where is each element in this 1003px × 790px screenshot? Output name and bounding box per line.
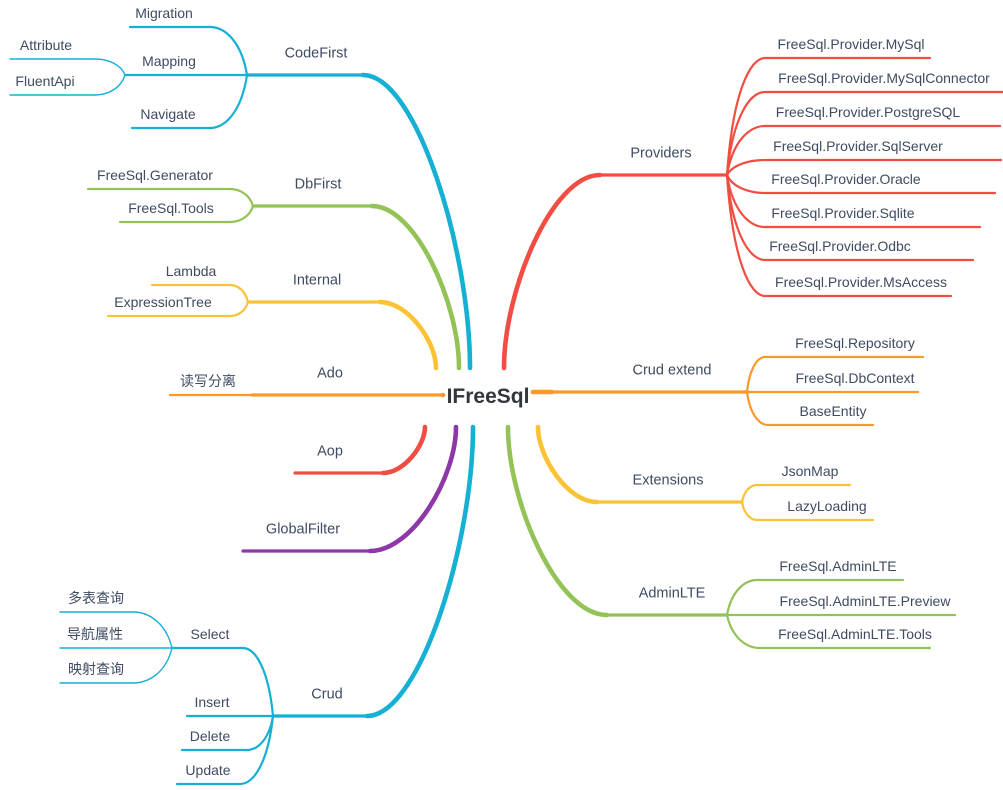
mindmap-node[interactable]: FreeSql.AdminLTE.Tools bbox=[778, 625, 932, 642]
mindmap-node[interactable]: Internal bbox=[292, 272, 342, 289]
branch-line bbox=[241, 646, 275, 718]
mindmap-node[interactable]: Providers bbox=[630, 145, 692, 162]
mindmap-node[interactable]: Ado bbox=[317, 365, 343, 382]
mindmap-node[interactable]: DbFirst bbox=[294, 176, 342, 193]
mindmap-node[interactable]: FreeSql.Provider.SqlServer bbox=[773, 137, 943, 154]
branch-line bbox=[725, 90, 767, 177]
branch-line bbox=[725, 173, 767, 195]
branch-line bbox=[745, 390, 770, 427]
mindmap-node[interactable]: FreeSql.Provider.MsAccess bbox=[775, 273, 947, 290]
branch-line bbox=[380, 424, 428, 476]
branch-line bbox=[725, 578, 759, 617]
branch-line bbox=[377, 299, 439, 371]
mindmap-node[interactable]: AdminLTE bbox=[638, 585, 706, 602]
branch-line bbox=[725, 158, 767, 177]
branch-line bbox=[94, 58, 126, 76]
branch-line bbox=[208, 73, 249, 130]
mindmap-node[interactable]: 导航属性 bbox=[67, 625, 123, 642]
mindmap-node[interactable]: FreeSql.DbContext bbox=[795, 369, 915, 386]
branch-line bbox=[535, 424, 600, 505]
mindmap-node[interactable]: FreeSql.Provider.PostgreSQL bbox=[775, 103, 961, 120]
branch-line bbox=[360, 72, 473, 371]
mindmap-node[interactable]: Attribute bbox=[19, 36, 73, 53]
mindmap-node[interactable]: LazyLoading bbox=[787, 497, 867, 514]
mindmap-node[interactable]: Insert bbox=[194, 693, 230, 710]
branch-line bbox=[228, 204, 255, 224]
mindmap-node[interactable]: Select bbox=[190, 625, 230, 642]
branch-line bbox=[725, 613, 762, 650]
mindmap-node[interactable]: Mapping bbox=[142, 52, 196, 69]
branch-line bbox=[369, 203, 462, 371]
mindmap-node[interactable]: FluentApi bbox=[15, 72, 75, 89]
mindmap-node[interactable]: FreeSql.Provider.MySqlConnector bbox=[778, 69, 990, 86]
mindmap-node[interactable]: ExpressionTree bbox=[114, 293, 212, 310]
mindmap-node[interactable]: Crud bbox=[311, 686, 343, 703]
branch-line bbox=[725, 56, 767, 177]
branch-line bbox=[740, 483, 759, 504]
branch-line bbox=[725, 173, 767, 298]
mindmap-node[interactable]: CodeFirst bbox=[284, 45, 348, 62]
mindmap-node[interactable]: FreeSql.Provider.Oracle bbox=[771, 170, 921, 187]
root-node[interactable]: IFreeSql bbox=[446, 385, 530, 408]
branch-line bbox=[228, 283, 250, 304]
branch-line bbox=[238, 714, 275, 786]
mindmap-node[interactable]: FreeSql.Provider.MySql bbox=[777, 35, 925, 52]
mindmap-node[interactable]: Extensions bbox=[632, 472, 704, 489]
branch-line bbox=[745, 355, 767, 394]
mindmap-node[interactable]: BaseEntity bbox=[799, 402, 867, 419]
mindmap-node[interactable]: FreeSql.Generator bbox=[97, 166, 213, 183]
mindmap-node[interactable]: Crud extend bbox=[632, 362, 712, 379]
mindmap-node[interactable]: FreeSql.AdminLTE bbox=[779, 557, 897, 574]
branch-line bbox=[132, 647, 173, 684]
mindmap-node[interactable]: 多表查询 bbox=[68, 589, 124, 606]
mindmap-node[interactable]: Update bbox=[185, 761, 231, 778]
mindmap-node[interactable]: FreeSql.Repository bbox=[795, 334, 915, 351]
mindmap-node[interactable]: GlobalFilter bbox=[265, 521, 341, 538]
mindmap-node[interactable]: Delete bbox=[189, 727, 231, 744]
mindmap-node[interactable]: 映射查询 bbox=[68, 660, 124, 677]
mindmap-node[interactable]: Lambda bbox=[165, 262, 217, 279]
mindmap-node[interactable]: FreeSql.Provider.Sqlite bbox=[771, 204, 915, 221]
mindmap-node[interactable]: JsonMap bbox=[781, 462, 839, 479]
branch-line bbox=[94, 74, 126, 96]
branch-line bbox=[740, 500, 759, 522]
mindmap-node[interactable]: FreeSql.AdminLTE.Preview bbox=[779, 592, 951, 609]
branch-line bbox=[367, 424, 459, 554]
mindmap-node[interactable]: FreeSql.Tools bbox=[128, 199, 214, 216]
branch-line bbox=[505, 424, 610, 618]
branch-line bbox=[364, 424, 476, 719]
branch-line bbox=[228, 300, 250, 318]
mindmap-node[interactable]: 读写分离 bbox=[180, 372, 236, 389]
mindmap-node[interactable]: Aop bbox=[317, 443, 343, 460]
mindmap-node[interactable]: FreeSql.Provider.Odbc bbox=[769, 237, 911, 254]
branch-line bbox=[228, 187, 255, 208]
branch-line bbox=[208, 25, 249, 77]
branch-line bbox=[725, 124, 767, 177]
branch-line bbox=[132, 611, 173, 649]
mindmap-node[interactable]: Migration bbox=[135, 4, 193, 21]
branch-line bbox=[501, 172, 603, 371]
mindmap-node[interactable]: Navigate bbox=[140, 105, 196, 122]
